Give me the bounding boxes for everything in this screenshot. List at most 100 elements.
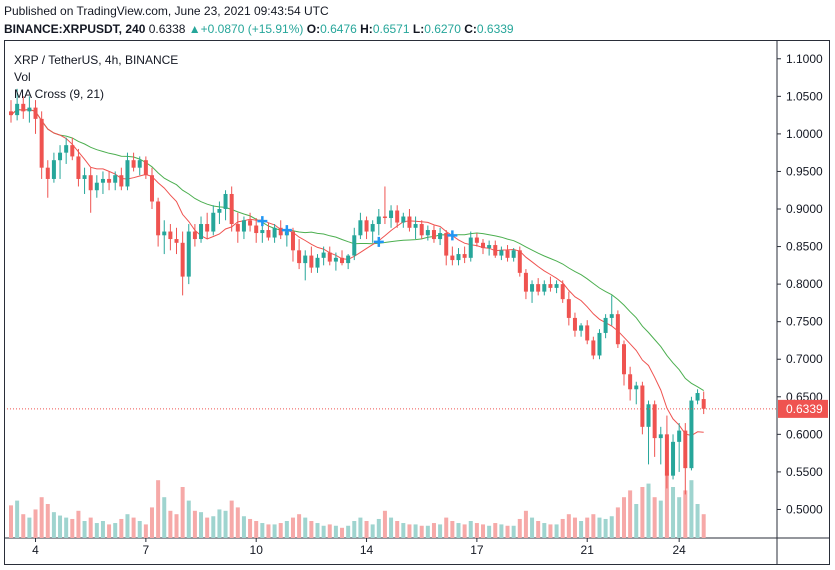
candle-body <box>94 182 99 191</box>
volume-bar <box>370 524 375 538</box>
volume-bar <box>125 514 130 538</box>
legend-vol: Vol <box>14 70 31 84</box>
volume-bar <box>646 483 651 538</box>
candle-body <box>70 145 75 157</box>
candle-body <box>119 175 124 187</box>
volume-bar <box>671 487 676 538</box>
candle-body <box>370 224 375 232</box>
open-key: O: <box>306 22 321 36</box>
triangle-up-icon: ▲ <box>188 22 201 36</box>
candle-body <box>364 220 369 232</box>
volume-bar <box>530 517 535 538</box>
x-tick-label: 7 <box>143 543 150 557</box>
volume-bar <box>39 497 44 538</box>
candle-body <box>131 160 136 168</box>
candle-body <box>51 160 56 179</box>
candle-body <box>39 118 44 168</box>
candle-body <box>149 175 154 202</box>
price-chart[interactable]: 1.1000 1.0500 1.0000 0.9500 0.9000 0.8500 0.80… <box>4 40 830 565</box>
volume-bar <box>560 518 565 538</box>
volume-bar <box>137 521 142 538</box>
candle-body <box>542 284 547 292</box>
high-value: 0.6571 <box>372 22 410 36</box>
volume-bar <box>634 504 639 538</box>
candle-body <box>278 227 283 236</box>
volume-bar <box>107 524 112 538</box>
candle-body <box>401 216 406 223</box>
candle-body <box>260 230 265 234</box>
volume-bar <box>407 524 412 538</box>
candle-body <box>468 237 473 258</box>
volume-bar <box>622 497 626 538</box>
candle-body <box>266 230 271 238</box>
candle-body <box>272 227 277 238</box>
candle-body <box>615 314 620 345</box>
volume-bar <box>438 524 443 538</box>
candle-body <box>21 103 26 112</box>
candle-body <box>536 284 541 292</box>
candle-body <box>530 284 535 292</box>
volume-bar <box>603 518 608 538</box>
volume-bar <box>143 524 148 538</box>
candle-body <box>113 175 118 183</box>
candle-body <box>652 404 657 439</box>
candle-body <box>395 210 400 223</box>
candle-body <box>664 434 669 476</box>
volume-bar <box>609 516 614 538</box>
volume-bar <box>352 521 357 538</box>
volume-bar <box>76 510 81 538</box>
candle-body <box>137 160 142 168</box>
candle-body <box>241 220 246 232</box>
candle-body <box>622 344 626 375</box>
candle-body <box>248 220 253 226</box>
volume-bar <box>444 517 449 538</box>
volume-bar <box>45 504 50 538</box>
x-tick-label: 21 <box>581 543 595 557</box>
volume-bar <box>523 510 528 538</box>
volume-bar <box>211 516 216 538</box>
candle-body <box>297 250 302 264</box>
volume-bar <box>327 524 332 538</box>
volume-bar <box>615 507 620 538</box>
candle-body <box>358 220 363 236</box>
candle-body <box>125 160 130 187</box>
candle-body <box>205 224 210 232</box>
y-tick-label: 0.9000 <box>786 202 823 216</box>
candle-body <box>162 231 167 236</box>
candle-body <box>174 239 179 243</box>
candle-body <box>45 167 50 179</box>
volume-bar <box>27 517 32 538</box>
last-price-box <box>778 399 828 418</box>
candle-body <box>597 332 602 356</box>
volume-bar <box>192 510 197 538</box>
volume-bar <box>119 518 124 538</box>
y-tick-label: 1.1000 <box>786 52 823 66</box>
candle-body <box>321 252 326 258</box>
legend-title: XRP / TetherUS, 4h, BINANCE <box>14 53 179 67</box>
candle-body <box>107 178 112 183</box>
candle-body <box>211 212 216 232</box>
volume-bar <box>493 523 498 538</box>
candle-body <box>58 152 63 161</box>
candle-body <box>156 201 161 236</box>
candle-body <box>444 233 449 256</box>
volume-bar <box>70 518 75 538</box>
candle-body <box>658 434 663 439</box>
candle-body <box>290 231 295 251</box>
ma-cross-marker <box>373 236 384 247</box>
volume-bar <box>382 510 387 538</box>
volume-bar <box>229 500 234 538</box>
volume-bar <box>419 525 424 538</box>
candle-body <box>695 393 700 401</box>
candle-body <box>462 254 467 258</box>
volume-bar <box>278 523 283 538</box>
close-key: C: <box>464 22 477 36</box>
volume-bar <box>517 518 522 538</box>
candle-body <box>560 284 565 300</box>
candle-body <box>82 175 87 179</box>
volume-bar <box>572 517 577 538</box>
volume-bar <box>290 517 295 538</box>
volume-bar <box>333 525 338 538</box>
candle-body <box>591 340 596 356</box>
candle-body <box>9 111 13 116</box>
